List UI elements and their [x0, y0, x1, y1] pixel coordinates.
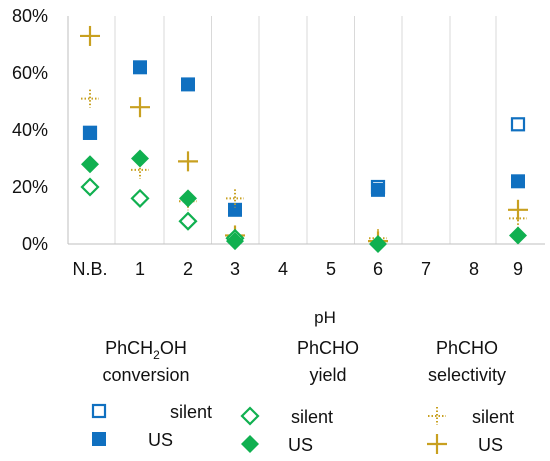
data-point — [181, 77, 195, 92]
x-tick-label: 4 — [278, 259, 288, 279]
y-tick-label: 80% — [12, 6, 48, 26]
data-point — [226, 232, 244, 251]
data-point — [228, 202, 242, 217]
data-point — [178, 151, 198, 172]
legend-marker — [428, 407, 446, 425]
data-points — [80, 25, 528, 253]
data-point — [369, 235, 387, 253]
legend-marker — [92, 432, 106, 446]
data-point — [80, 177, 100, 197]
legend-marker — [241, 435, 259, 453]
legend-item-label: US — [478, 435, 503, 455]
x-tick-label: 9 — [513, 259, 523, 279]
data-point — [509, 226, 527, 245]
data-point — [509, 209, 527, 228]
data-point — [178, 211, 198, 231]
data-point — [226, 189, 244, 208]
data-point — [179, 189, 197, 208]
data-point — [131, 149, 149, 168]
legend-group-subtitle: yield — [309, 365, 346, 385]
legend-item-label: silent — [472, 407, 514, 427]
legend-item-label: silent — [291, 407, 333, 427]
x-tick-label: 8 — [469, 259, 479, 279]
x-axis-ticks: N.B. 1 2 3 4 5 6 7 8 9 — [72, 259, 523, 279]
legend-item-label: US — [148, 430, 173, 450]
y-tick-label: 60% — [12, 63, 48, 83]
data-point — [130, 188, 150, 208]
x-tick-label: N.B. — [72, 259, 107, 279]
x-tick-label: 5 — [326, 259, 336, 279]
data-point — [511, 174, 525, 189]
data-point — [131, 160, 149, 179]
data-point — [81, 155, 99, 174]
data-point — [508, 199, 528, 220]
legend-item-label: silent — [170, 402, 212, 422]
axis-lines — [67, 16, 545, 245]
y-tick-label: 20% — [12, 177, 48, 197]
y-tick-label: 40% — [12, 120, 48, 140]
data-point — [371, 182, 385, 197]
legend-marker — [427, 434, 447, 454]
legend-group-subtitle: conversion — [102, 365, 189, 385]
legend-item-label: US — [288, 435, 313, 455]
legend-group-subtitle: selectivity — [428, 365, 506, 385]
x-tick-label: 2 — [183, 259, 193, 279]
legend-group-title: PhCH2OH — [105, 338, 187, 362]
data-point — [81, 89, 99, 108]
y-tick-label: 0% — [22, 234, 48, 254]
x-tick-label: 6 — [373, 259, 383, 279]
legend-marker — [240, 406, 260, 426]
data-point — [83, 125, 97, 140]
legend-group-title: PhCHO — [297, 338, 359, 358]
data-point — [80, 25, 100, 46]
data-point — [133, 60, 147, 75]
legend-marker — [91, 403, 107, 419]
x-tick-label: 7 — [421, 259, 431, 279]
data-point — [130, 97, 150, 118]
x-axis-label: pH — [314, 308, 336, 327]
data-point — [510, 117, 526, 132]
legend: PhCH2OH conversion PhCHO yield PhCHO selectiv… — [91, 338, 514, 455]
y-axis-ticks: 0% 20% 40% 60% 80% — [12, 6, 48, 254]
grid-lines — [114, 16, 497, 244]
x-tick-label: 3 — [230, 259, 240, 279]
legend-group-title: PhCHO — [436, 338, 498, 358]
x-tick-label: 1 — [135, 259, 145, 279]
